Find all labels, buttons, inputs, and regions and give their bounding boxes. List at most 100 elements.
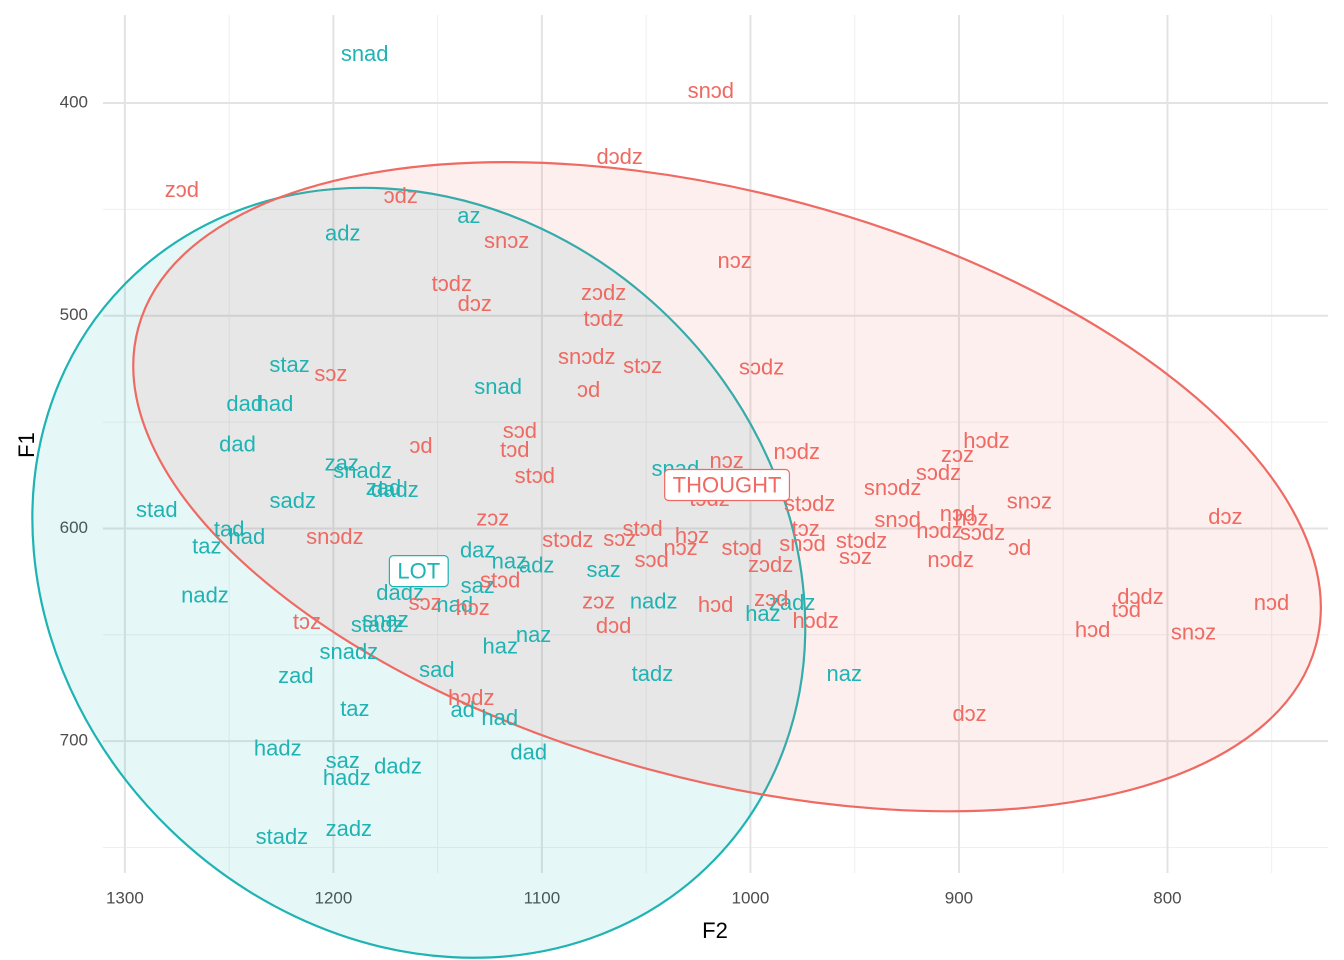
- point-label: hɔd: [1075, 617, 1110, 642]
- point-label: snɔdz: [306, 524, 363, 549]
- point-label: snadz: [319, 639, 378, 664]
- point-label: snɔd: [874, 507, 920, 532]
- point-label: tɔd: [500, 437, 529, 462]
- point-label: hɔdz: [448, 685, 494, 710]
- x-tick-label: 1300: [106, 888, 144, 907]
- point-label: nɔdz: [927, 547, 973, 572]
- point-label: tɔd: [1112, 597, 1141, 622]
- x-tick-label: 1100: [524, 888, 561, 907]
- point-label: tadz: [632, 661, 674, 686]
- point-label: stɔdz: [836, 528, 887, 553]
- point-label: sɔz: [839, 544, 872, 569]
- point-label: az: [457, 203, 480, 228]
- point-label: hadz: [323, 765, 371, 790]
- point-label: zaz: [325, 450, 359, 475]
- point-label: stadz: [351, 612, 404, 637]
- point-label: hɔz: [954, 506, 988, 531]
- point-label: zɔd: [754, 586, 788, 611]
- point-label: haz: [745, 601, 780, 626]
- point-label: tad: [214, 516, 245, 541]
- point-label: had: [257, 391, 294, 416]
- point-label: dadz: [371, 477, 419, 502]
- point-label: taz: [340, 696, 369, 721]
- point-label: zɔz: [582, 589, 615, 614]
- point-label: zɔz: [476, 506, 509, 531]
- x-axis-title: F2: [702, 918, 728, 943]
- point-label: snɔz: [1171, 620, 1216, 645]
- y-tick-label: 500: [60, 305, 88, 324]
- point-label: snɔz: [1007, 489, 1052, 514]
- point-label: sɔdz: [916, 460, 961, 485]
- point-label: hɔdz: [792, 608, 838, 633]
- point-label: had: [229, 524, 266, 549]
- point-label: zadz: [769, 590, 815, 615]
- point-label: hɔz: [456, 595, 490, 620]
- point-label: adz: [325, 221, 360, 246]
- point-label: hɔdz: [963, 428, 1009, 453]
- point-label: zɔdz: [748, 552, 793, 577]
- point-label: tɔdz: [583, 306, 623, 331]
- point-label: stɔd: [480, 567, 520, 592]
- point-label: zadz: [326, 816, 372, 841]
- point-label: tɔdz: [432, 271, 472, 296]
- points: snadazadzstazsnaddadhaddadzazsnadzzaddad…: [136, 41, 1289, 849]
- point-label: snɔdz: [558, 344, 615, 369]
- point-label: stɔdz: [784, 491, 835, 516]
- point-label: naz: [516, 622, 551, 647]
- y-axis-title: F1: [14, 432, 39, 458]
- point-label: sadz: [270, 488, 316, 513]
- point-label: daz: [460, 538, 495, 563]
- point-label: sɔz: [409, 590, 442, 615]
- point-label: dad: [226, 391, 263, 416]
- point-label: snɔz: [484, 228, 529, 253]
- point-label: sɔz: [603, 526, 636, 551]
- point-label: sɔd: [503, 418, 537, 443]
- point-label: nɔd: [940, 501, 975, 526]
- point-label: zɔz: [941, 442, 974, 467]
- point-label: nadz: [630, 589, 678, 614]
- point-label: dɔd: [596, 613, 631, 638]
- point-label: saz: [587, 557, 621, 582]
- point-label: dad: [510, 740, 547, 765]
- point-label: taz: [192, 533, 221, 558]
- grid: [103, 15, 1328, 873]
- point-label: ɔd: [577, 377, 600, 402]
- point-label: zad: [278, 663, 313, 688]
- point-label: snad: [474, 374, 522, 399]
- point-label: dad: [219, 431, 256, 456]
- point-label: saz: [461, 573, 495, 598]
- point-label: zad: [366, 475, 401, 500]
- point-label: nɔz: [717, 248, 751, 273]
- y-tick-label: 600: [60, 518, 88, 537]
- point-label: haz: [482, 633, 517, 658]
- group-labels: LOT THOUGHT: [388, 468, 791, 588]
- point-label: sɔdz: [739, 355, 784, 380]
- point-label: stadz: [256, 824, 309, 849]
- point-label: adz: [519, 553, 554, 578]
- point-label: tɔz: [792, 516, 820, 541]
- point-label: stɔd: [515, 463, 555, 488]
- point-label: dadz: [374, 754, 422, 779]
- group-label-box: [388, 555, 449, 588]
- point-label: nɔz: [710, 448, 744, 473]
- point-label: nɔz: [663, 535, 697, 560]
- point-label: naz: [827, 661, 862, 686]
- point-label: stɔd: [721, 535, 761, 560]
- point-label: ad: [450, 697, 474, 722]
- point-label: sad: [419, 657, 454, 682]
- point-label: naz: [492, 548, 527, 573]
- point-label: zɔdz: [581, 280, 626, 305]
- point-label: sɔd: [634, 547, 668, 572]
- point-label: dɔz: [1208, 504, 1242, 529]
- y-tick-label: 700: [60, 731, 88, 750]
- point-label: hɔd: [698, 592, 733, 617]
- point-label: stɔd: [622, 516, 662, 541]
- point-label: dɔdz: [596, 144, 642, 169]
- point-label: snɔd: [779, 531, 825, 556]
- point-label: ɔd: [1008, 535, 1031, 560]
- point-label: nadz: [181, 582, 229, 607]
- point-label: ɔdz: [384, 183, 418, 208]
- group-label: LOT: [397, 559, 440, 584]
- point-label: snadz: [333, 458, 392, 483]
